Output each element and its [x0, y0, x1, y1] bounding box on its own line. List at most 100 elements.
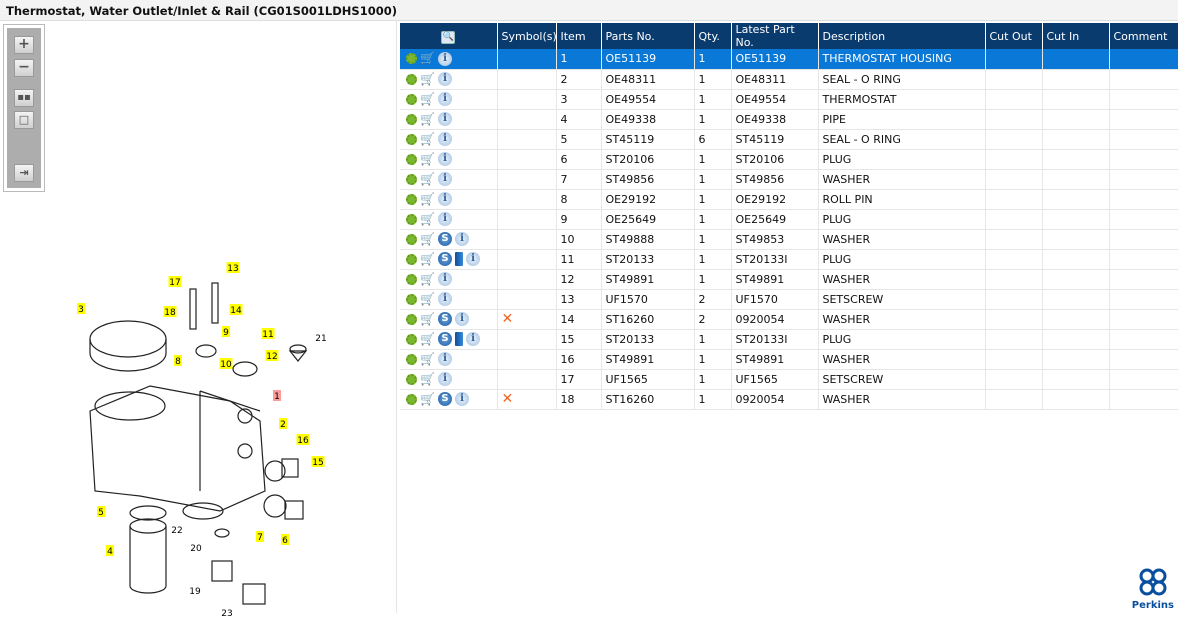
cart-icon[interactable]: 🛒 [420, 391, 435, 406]
column-header[interactable]: Qty. [694, 23, 732, 49]
gear-icon[interactable] [406, 313, 417, 325]
column-header[interactable]: Item [556, 23, 602, 49]
service-letter-icon[interactable]: S [438, 332, 452, 346]
info-icon[interactable]: i [455, 312, 469, 326]
info-icon[interactable]: i [438, 372, 452, 386]
cart-icon[interactable]: 🛒 [420, 131, 435, 146]
callout-7[interactable]: 7 [256, 531, 264, 543]
callout-16[interactable]: 16 [296, 434, 310, 446]
info-icon[interactable]: i [438, 212, 452, 226]
cart-icon[interactable]: 🛒 [420, 71, 435, 86]
callout-5[interactable]: 5 [97, 506, 105, 518]
table-row[interactable]: 🛒 i 13 UF1570 2 UF1570 SETSCREW [400, 289, 1178, 310]
fit-all-button[interactable]: ▪▪ [14, 89, 34, 107]
callout-10[interactable]: 10 [219, 358, 233, 370]
cart-icon[interactable]: 🛒 [420, 231, 435, 246]
service-letter-icon[interactable]: S [438, 392, 452, 406]
callout-12[interactable]: 12 [265, 350, 279, 362]
gear-icon[interactable] [406, 393, 417, 405]
actual-size-button[interactable]: □ [14, 111, 34, 129]
cart-icon[interactable]: 🛒 [420, 171, 435, 186]
cart-icon[interactable]: 🛒 [420, 331, 435, 346]
callout-6[interactable]: 6 [281, 534, 289, 546]
info-icon[interactable]: i [438, 92, 452, 106]
cart-icon[interactable]: 🛒 [420, 351, 435, 366]
column-header[interactable]: Description [818, 23, 986, 49]
cart-icon[interactable]: 🛒 [420, 271, 435, 286]
callout-21[interactable]: 21 [315, 334, 326, 344]
column-header[interactable]: Cut In [1042, 23, 1110, 49]
cart-icon[interactable]: 🛒 [420, 291, 435, 306]
callout-15[interactable]: 15 [311, 456, 325, 468]
service-letter-icon[interactable]: S [438, 312, 452, 326]
diagram-pane[interactable]: + − ▪▪ □ ⇥ 17 13 3 18 14 9 11 21 8 10 12 1 2 16 15 5 22 7… [0, 21, 397, 619]
info-icon[interactable]: i [438, 51, 452, 66]
table-row[interactable]: 🛒 i 4 OE49338 1 OE49338 PIPE [400, 109, 1178, 130]
gear-icon[interactable] [406, 333, 417, 345]
toggle-panel-button[interactable]: ⇥ [14, 164, 34, 182]
cart-icon[interactable]: 🛒 [420, 311, 435, 326]
cart-icon[interactable]: 🛒 [420, 91, 435, 106]
callout-2[interactable]: 2 [279, 418, 287, 430]
callout-20[interactable]: 20 [190, 544, 202, 554]
gear-icon[interactable] [406, 133, 417, 145]
gear-icon[interactable] [406, 73, 417, 85]
gear-icon[interactable] [406, 173, 417, 185]
gear-icon[interactable] [406, 253, 417, 265]
table-row[interactable]: 🛒 i 8 OE29192 1 OE29192 ROLL PIN [400, 189, 1178, 210]
callout-13[interactable]: 13 [226, 262, 240, 274]
callout-14[interactable]: 14 [229, 304, 243, 316]
service-letter-icon[interactable]: S [438, 252, 452, 266]
cart-icon[interactable]: 🛒 [420, 51, 435, 66]
zoom-out-button[interactable]: − [14, 59, 34, 77]
callout-9[interactable]: 9 [222, 326, 230, 338]
book-icon[interactable] [455, 252, 463, 266]
gear-icon[interactable] [406, 273, 417, 285]
callout-3[interactable]: 3 [77, 303, 85, 315]
gear-icon[interactable] [406, 153, 417, 165]
callout-18[interactable]: 18 [163, 306, 177, 318]
table-row[interactable]: 🛒 i 6 ST20106 1 ST20106 PLUG [400, 149, 1178, 170]
column-header[interactable]: Parts No. [601, 23, 695, 49]
info-icon[interactable]: i [438, 192, 452, 206]
table-row[interactable]: 🛒 i 9 OE25649 1 OE25649 PLUG [400, 209, 1178, 230]
callout-4[interactable]: 4 [106, 545, 114, 557]
callout-1[interactable]: 1 [273, 390, 281, 402]
info-icon[interactable]: i [438, 112, 452, 126]
table-row[interactable]: 🛒 i 3 OE49554 1 OE49554 THERMOSTAT [400, 89, 1178, 110]
info-icon[interactable]: i [438, 132, 452, 146]
info-icon[interactable]: i [455, 392, 469, 406]
table-row[interactable]: 🛒 i 1 OE51139 1 OE51139 THERMOSTAT HOUSING [400, 49, 1178, 70]
column-header[interactable]: Symbol(s) [497, 23, 557, 49]
zoom-in-button[interactable]: + [14, 36, 34, 54]
table-row[interactable]: 🛒 i 16 ST49891 1 ST49891 WASHER [400, 349, 1178, 370]
cart-icon[interactable]: 🛒 [420, 151, 435, 166]
table-row[interactable]: 🛒 i 12 ST49891 1 ST49891 WASHER [400, 269, 1178, 290]
callout-17[interactable]: 17 [168, 276, 182, 288]
callout-19[interactable]: 19 [189, 587, 201, 597]
cart-icon[interactable]: 🛒 [420, 191, 435, 206]
info-icon[interactable]: i [466, 252, 480, 266]
column-header-search[interactable]: 🔍 [400, 23, 498, 49]
cart-icon[interactable]: 🛒 [420, 211, 435, 226]
gear-icon[interactable] [406, 53, 417, 65]
info-icon[interactable]: i [438, 352, 452, 366]
info-icon[interactable]: i [455, 232, 469, 246]
table-row[interactable]: 🛒 i 7 ST49856 1 ST49856 WASHER [400, 169, 1178, 190]
search-parts-icon[interactable]: 🔍 [441, 30, 456, 44]
table-row[interactable]: 🛒 i 17 UF1565 1 UF1565 SETSCREW [400, 369, 1178, 390]
gear-icon[interactable] [406, 233, 417, 245]
column-header[interactable]: Comment [1109, 23, 1178, 49]
gear-icon[interactable] [406, 93, 417, 105]
cart-icon[interactable]: 🛒 [420, 251, 435, 266]
callout-22[interactable]: 22 [171, 526, 182, 536]
info-icon[interactable]: i [438, 152, 452, 166]
book-icon[interactable] [455, 332, 463, 346]
gear-icon[interactable] [406, 293, 417, 305]
callout-11[interactable]: 11 [261, 328, 275, 340]
callout-8[interactable]: 8 [174, 355, 182, 367]
